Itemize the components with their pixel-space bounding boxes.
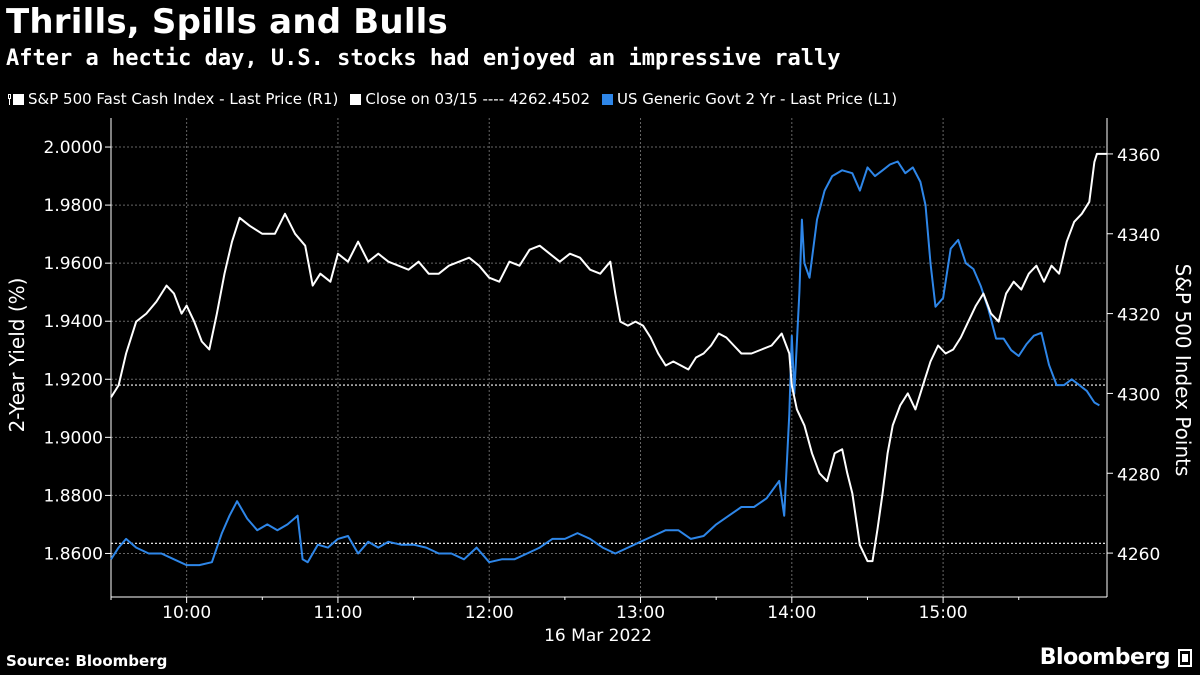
left-tick-label: 2.0000 xyxy=(44,138,103,158)
legend-swatch-close xyxy=(350,93,362,105)
reference-lines xyxy=(111,384,1107,544)
source-note: Source: Bloomberg xyxy=(6,652,168,670)
left-tick-label: 1.9400 xyxy=(44,312,103,332)
legend-label-close: Close on 03/15 ---- 4262.4502 xyxy=(365,90,591,108)
legend-swatch-spx xyxy=(13,93,24,105)
right-tick-label: 4320 xyxy=(1117,306,1160,326)
x-tick-label: 10:00 xyxy=(162,603,211,623)
x-tick-label: 13:00 xyxy=(616,603,665,623)
brand-name: Bloomberg xyxy=(1039,645,1171,670)
left-tick-label: 1.9800 xyxy=(44,196,103,216)
x-tick-label: 11:00 xyxy=(313,603,362,623)
x-tick-label: 15:00 xyxy=(919,603,968,623)
x-axis-label: 16 Mar 2022 xyxy=(544,626,652,646)
x-tick-label: 12:00 xyxy=(465,603,514,623)
series-line-sp500 xyxy=(110,152,1107,563)
brand-logo: Bloomberg xyxy=(1040,645,1192,670)
legend-swatch-2yr xyxy=(602,93,614,105)
legend-label-spx: S&P 500 Fast Cash Index - Last Price (R1… xyxy=(28,90,339,108)
left-tick-label: 1.9200 xyxy=(44,370,103,390)
series-lines xyxy=(110,152,1107,567)
left-tick-label: 1.8800 xyxy=(44,486,103,506)
chart-subtitle: After a hectic day, U.S. stocks had enjo… xyxy=(6,46,841,71)
axes xyxy=(105,118,1113,603)
legend: S&P 500 Fast Cash Index - Last Price (R1… xyxy=(6,90,909,108)
left-tick-label: 1.9600 xyxy=(44,254,103,274)
left-tick-label: 1.9000 xyxy=(44,428,103,448)
x-tick-label: 14:00 xyxy=(767,603,816,623)
right-tick-label: 4360 xyxy=(1117,146,1160,166)
right-tick-label: 4260 xyxy=(1117,545,1160,565)
legend-item-close: Close on 03/15 ---- 4262.4502 xyxy=(350,90,590,108)
legend-label-2yr: US Generic Govt 2 Yr - Last Price (L1) xyxy=(617,90,898,108)
bloomberg-mark-icon xyxy=(1178,648,1192,667)
right-axis-label: S&P 500 Index Points xyxy=(1171,264,1195,477)
legend-item-spx: S&P 500 Fast Cash Index - Last Price (R1… xyxy=(6,90,338,108)
series-line-2yr-yield xyxy=(110,160,1100,567)
right-tick-label: 4280 xyxy=(1117,465,1160,485)
tick-labels: 1.8600 1.8800 1.9000 1.9200 1.9400 1.9600 1.98… xyxy=(44,138,1161,623)
left-tick-label: 1.8600 xyxy=(44,544,103,564)
left-axis-label: 2-Year Yield (%) xyxy=(5,278,29,433)
chart-title: Thrills, Spills and Bulls xyxy=(6,2,448,42)
right-tick-label: 4300 xyxy=(1117,385,1160,405)
right-tick-label: 4340 xyxy=(1117,226,1160,246)
legend-item-2yr: US Generic Govt 2 Yr - Last Price (L1) xyxy=(602,90,897,108)
grid-lines xyxy=(111,118,1107,597)
pin-icon xyxy=(6,93,12,105)
